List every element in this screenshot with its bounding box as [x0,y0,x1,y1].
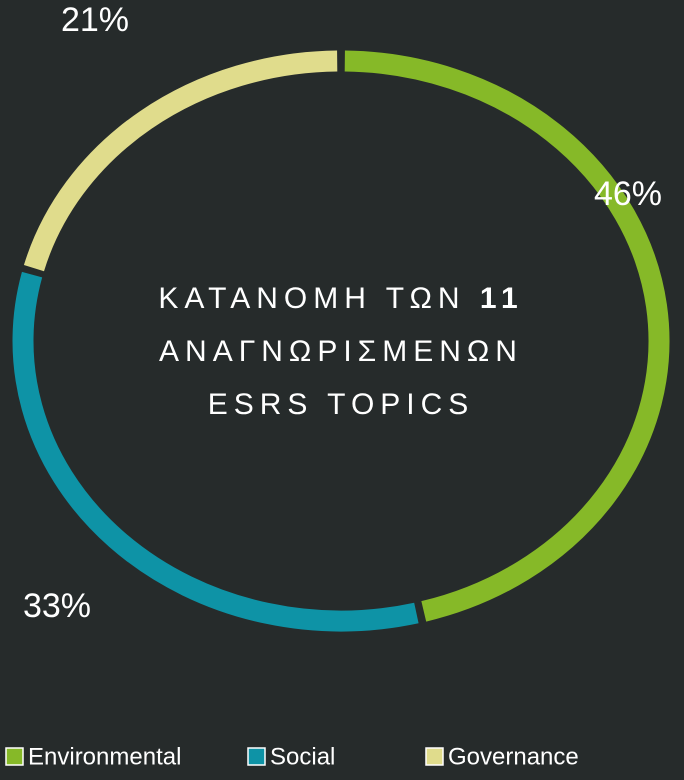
data-label: 46% [594,175,662,213]
legend-label: Governance [448,743,579,770]
center-title-line: ΑΝΑΓΝΩΡΙΣΜΕΝΩΝ [159,335,523,368]
data-label: 21% [61,1,129,39]
legend-label: Environmental [28,743,181,770]
data-label: 33% [23,587,91,625]
donut-segment [344,50,670,622]
center-title-text: ΚΑΤΑΝΟΜΗ ΤΩΝ [158,282,465,315]
center-title-count: 11 [480,282,524,315]
donut-segment [12,271,419,632]
donut-segment [23,50,338,272]
center-title-line: ESRS TOPICS [208,388,475,421]
legend-swatch [425,747,444,766]
legend-swatch [5,747,24,766]
center-title-line: ΚΑΤΑΝΟΜΗ ΤΩΝ 11 [158,282,523,315]
legend-swatch [247,747,266,766]
legend-label: Social [270,743,335,770]
